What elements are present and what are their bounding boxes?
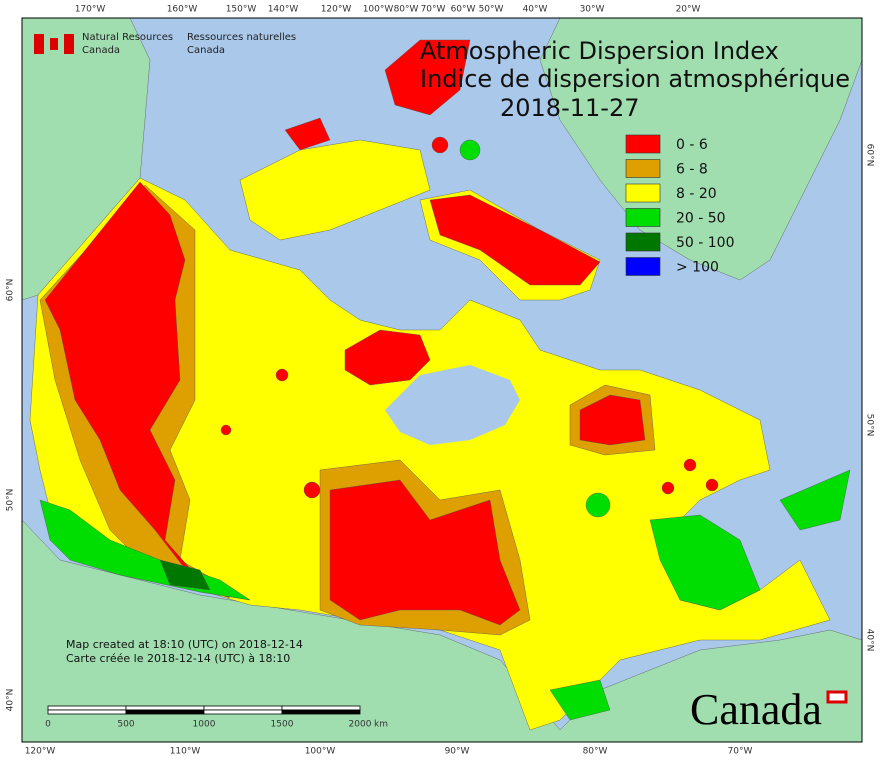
longitude-label: 20°W [676, 5, 701, 15]
map-subtitle: Indice de dispersion atmosphérique [420, 65, 850, 93]
maritimes-green [649, 514, 761, 611]
longitude-label: 120°W [25, 747, 56, 757]
flag-bar [34, 34, 44, 54]
latitude-label: 60°N [865, 144, 875, 167]
wordmark-flag [826, 690, 848, 704]
scale-label: 0 [45, 720, 51, 730]
longitude-label: 100°W [363, 5, 394, 15]
kivalliq-red [344, 329, 431, 386]
dispersion-spot [275, 368, 289, 382]
prairie-red [329, 479, 521, 626]
scale-segment [125, 709, 205, 715]
agency-name: Canada [187, 45, 225, 56]
longitude-label: 90°W [445, 747, 470, 757]
flag-leaf [50, 38, 58, 50]
scale-segment [203, 705, 283, 711]
longitude-label: 120°W [321, 5, 352, 15]
longitude-label: 80°W [583, 747, 608, 757]
map-date: 2018-11-27 [500, 94, 639, 122]
latitude-label: 50°N [6, 489, 16, 512]
bc-dark-green [159, 559, 211, 591]
legend-label: 6 - 8 [676, 162, 708, 178]
labels: Natural Resources Canada Ressources nature… [6, 5, 875, 757]
legend-label: 50 - 100 [676, 235, 735, 251]
legend-label: > 100 [676, 260, 719, 276]
legend-swatch [625, 208, 661, 227]
longitude-label: 70°W [728, 747, 753, 757]
flag-bar [64, 34, 74, 54]
dispersion-spot [705, 478, 719, 492]
newfoundland-green [779, 469, 851, 531]
map-note: Map created at 18:10 (UTC) on 2018-12-14 [66, 638, 303, 651]
map-note: Carte créée le 2018-12-14 (UTC) à 18:10 [66, 652, 290, 665]
scale-segment [47, 705, 127, 711]
dispersion-spot [459, 139, 481, 161]
agency-name: Ressources naturelles [187, 32, 296, 43]
legend-swatch [625, 183, 661, 203]
map-title: Atmospheric Dispersion Index [420, 37, 779, 65]
map-frame [21, 17, 863, 743]
hudson-bay [385, 365, 520, 445]
longitude-label: 160°W [167, 5, 198, 15]
ellesmere-island [384, 39, 471, 116]
latitude-label: 50°N [865, 414, 875, 437]
longitude-label: 40°W [523, 5, 548, 15]
dispersion-spot [683, 458, 697, 472]
scale-label: 500 [117, 720, 134, 730]
longitude-label: 150°W [226, 5, 257, 15]
scale-segment [203, 709, 283, 715]
baffin-red [429, 194, 601, 286]
longitude-label: 110°W [170, 747, 201, 757]
agency-name: Canada [82, 45, 120, 56]
legend-swatch [625, 232, 661, 252]
arctic-islands [239, 139, 431, 241]
scale-segment [281, 705, 361, 711]
scale-segment [125, 705, 205, 711]
scale-label: 1000 [193, 720, 216, 730]
ontario-green [549, 679, 611, 721]
legend-swatch [625, 134, 661, 154]
legend-label: 0 - 6 [676, 137, 708, 153]
legend-swatch [625, 159, 661, 178]
longitude-label: 170°W [75, 5, 106, 15]
scale-label: 2000 [349, 720, 372, 730]
longitude-label: 70°W [421, 5, 446, 15]
scale-label: 1500 [271, 720, 294, 730]
quebec-red [579, 394, 646, 446]
dispersion-spot [661, 481, 675, 495]
agency-name: Natural Resources [82, 32, 173, 43]
dispersion-spot [220, 424, 232, 436]
arctic-red [284, 117, 331, 151]
longitude-label: 100°W [305, 747, 336, 757]
legend-label: 8 - 20 [676, 186, 717, 202]
longitude-label: 50°W [479, 5, 504, 15]
latitude-label: 40°N [6, 689, 16, 712]
dispersion-spot [585, 492, 611, 518]
legend-label: 20 - 50 [676, 211, 726, 227]
longitude-label: 60°W [451, 5, 476, 15]
scale-segment [281, 709, 361, 715]
scale-unit: km [374, 720, 388, 730]
latitude-label: 40°N [865, 629, 875, 652]
longitude-label: 80°W [394, 5, 419, 15]
longitude-label: 140°W [268, 5, 299, 15]
longitude-label: 30°W [580, 5, 605, 15]
scale-segment [47, 709, 127, 715]
map-shapes [21, 17, 863, 743]
legend-swatch [625, 257, 661, 276]
latitude-label: 60°N [6, 279, 16, 302]
dispersion-spot [431, 136, 449, 154]
wordmark: Canada [690, 685, 822, 734]
dispersion-spot [303, 481, 321, 499]
west-red [44, 181, 231, 599]
